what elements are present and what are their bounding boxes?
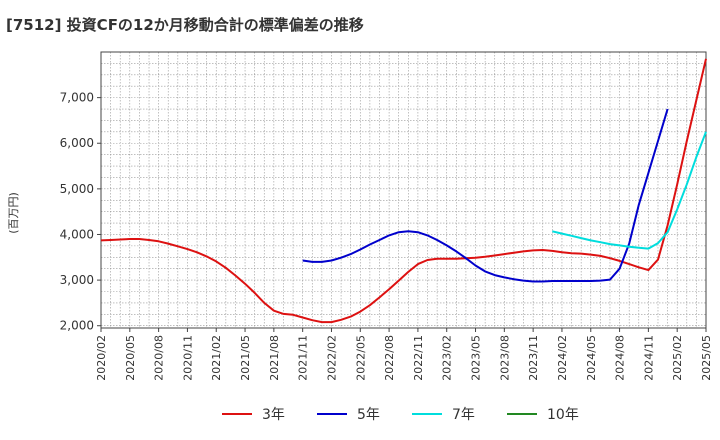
x-tick-label: 2023/02: [441, 335, 454, 381]
legend-label: 5年: [357, 407, 380, 423]
x-tick-label: 2021/11: [297, 335, 310, 381]
x-tick-label: 2021/05: [239, 335, 252, 381]
x-tick-label: 2024/05: [585, 335, 598, 381]
y-tick-label: 5,000: [60, 182, 94, 196]
x-tick-label: 2023/08: [498, 335, 511, 381]
legend: 3年 5年 7年 10年: [222, 407, 579, 423]
chart-title: [7512] 投資CFの12か月移動合計の標準偏差の推移: [6, 16, 364, 34]
x-tick-label: 2024/02: [556, 335, 569, 381]
x-tick-label: 2020/05: [124, 335, 137, 381]
x-tick-label: 2021/02: [210, 335, 223, 381]
series-line-7年: [552, 131, 707, 250]
series-line-3年: [100, 58, 707, 324]
y-tick-label: 7,000: [60, 91, 94, 105]
x-tick-label: 2022/11: [412, 335, 425, 381]
x-tick-label: 2025/02: [671, 335, 684, 381]
x-tick-label: 2023/05: [470, 335, 483, 381]
x-axis: 2020/02 2020/05 2020/08 2020/11 2021/02 2021/…: [95, 328, 713, 381]
x-tick-label: 2024/11: [642, 335, 655, 381]
x-tick-label: 2020/11: [181, 335, 194, 381]
legend-label: 10年: [547, 407, 579, 423]
y-tick-label: 4,000: [60, 227, 94, 241]
x-tick-label: 2021/08: [268, 335, 281, 381]
x-tick-label: 2020/08: [153, 335, 166, 381]
x-tick-label: 2022/08: [383, 335, 396, 381]
plot-area: [100, 51, 707, 329]
x-tick-label: 2022/02: [325, 335, 338, 381]
y-tick-label: 2,000: [60, 319, 94, 333]
y-axis: 2,000 3,000 4,000 5,000 6,000 7,000: [60, 91, 101, 333]
x-tick-label: 2020/02: [95, 335, 108, 381]
legend-label: 3年: [262, 407, 285, 423]
y-tick-label: 3,000: [60, 273, 94, 287]
legend-label: 7年: [452, 407, 475, 423]
x-tick-label: 2023/11: [527, 335, 540, 381]
y-axis-label: (百万円): [7, 192, 20, 234]
x-tick-label: 2022/05: [354, 335, 367, 381]
series-lines: [100, 58, 707, 324]
x-tick-label: 2024/08: [614, 335, 627, 381]
y-tick-label: 6,000: [60, 136, 94, 150]
grid: [101, 52, 706, 328]
series-line-5年: [302, 108, 669, 283]
x-tick-label: 2025/05: [700, 335, 713, 381]
